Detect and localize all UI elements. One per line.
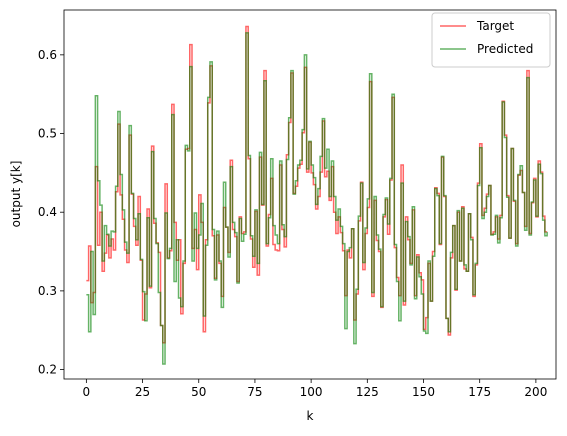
x-tick-label: 175 (468, 385, 491, 399)
legend-predicted-label: Predicted (477, 42, 533, 56)
plot-area-background (64, 10, 556, 379)
axes-frame (63, 9, 557, 380)
y-tick-label: 0.2 (38, 363, 57, 377)
legend-target-label: Target (476, 19, 514, 33)
labels-layer: k output y[k] (9, 161, 314, 423)
x-tick-label: 125 (356, 385, 379, 399)
y-tick-label: 0.5 (38, 127, 57, 141)
x-tick-label: 50 (191, 385, 206, 399)
y-axis-label: output y[k] (9, 161, 23, 228)
y-tick-label: 0.4 (38, 205, 57, 219)
series-line-predicted (86, 32, 548, 365)
x-tick-label: 0 (83, 385, 91, 399)
x-tick-label: 25 (135, 385, 150, 399)
axes-layer: 0 25 50 75 100 125 150 175 200 0.2 0.3 0.4 0.5 0.6 (38, 9, 557, 399)
x-tick-label: 150 (412, 385, 435, 399)
x-tick-label: 75 (247, 385, 262, 399)
legend: Target Predicted (431, 12, 551, 68)
y-tick-label: 0.6 (38, 48, 57, 62)
x-tick-label: 200 (524, 385, 547, 399)
series-layer (86, 25, 548, 365)
y-tick-label: 0.3 (38, 284, 57, 298)
x-tick-label: 100 (300, 385, 323, 399)
x-axis-label: k (307, 409, 314, 423)
